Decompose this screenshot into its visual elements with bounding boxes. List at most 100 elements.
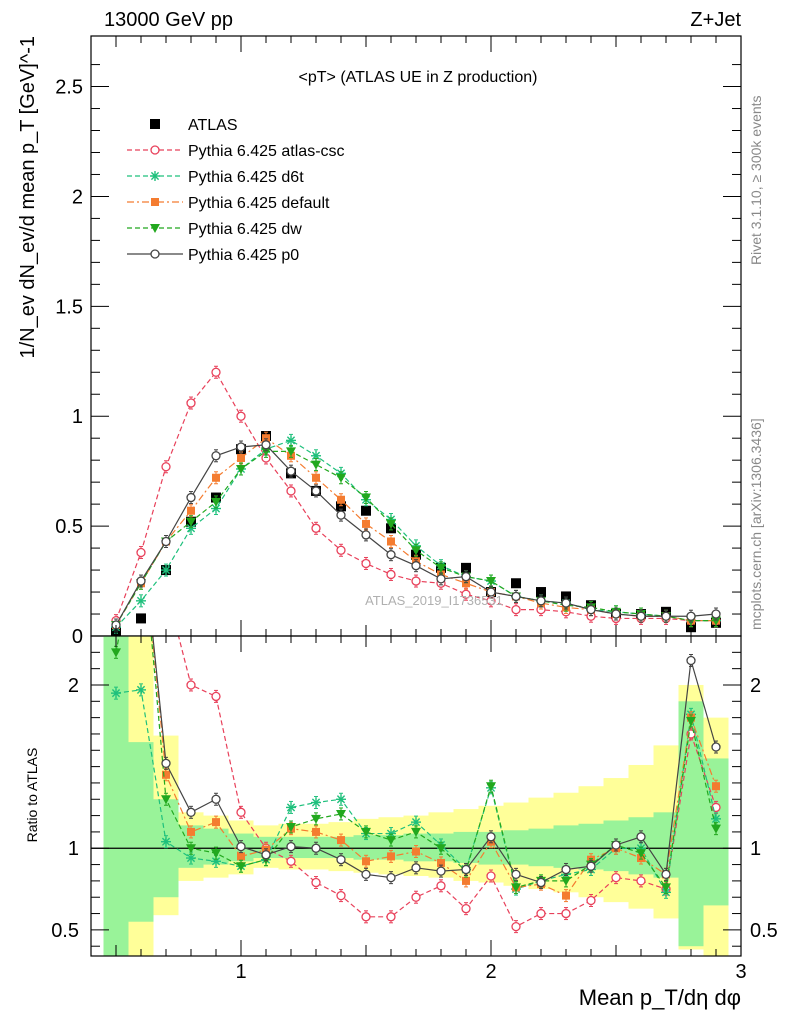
- y-tick-label: 1: [72, 406, 83, 428]
- data-point: [311, 523, 321, 533]
- data-point: [186, 807, 196, 817]
- error-bar: [139, 516, 143, 528]
- band-green: [503, 830, 529, 865]
- data-point: [186, 398, 196, 408]
- legend-marker: [150, 249, 160, 259]
- legend-label: Pythia 6.425 dw: [188, 221, 302, 238]
- data-point: [412, 847, 420, 856]
- band-green: [528, 828, 554, 867]
- data-point: [661, 869, 671, 880]
- legend-label: Pythia 6.425 d6t: [188, 169, 304, 186]
- data-point: [361, 869, 371, 880]
- data-point: [561, 876, 571, 886]
- data-point: [336, 510, 346, 520]
- data-point: [161, 565, 171, 576]
- data-point: [711, 616, 721, 626]
- data-point: [236, 862, 246, 872]
- data-point: [462, 579, 470, 588]
- legend-item: Pythia 6.425 dw: [127, 221, 302, 238]
- y-tick-label: 2.5: [55, 77, 83, 99]
- data-point: [536, 908, 546, 919]
- data-point: [186, 517, 196, 527]
- error-bar: [139, 516, 143, 528]
- y-tick-label: 0.5: [55, 516, 83, 538]
- data-point: [111, 648, 121, 658]
- data-point: [112, 518, 120, 526]
- data-point: [362, 857, 370, 866]
- data-point: [237, 453, 245, 462]
- data-point: [386, 872, 396, 883]
- data-point: [387, 852, 395, 861]
- data-point: [561, 598, 571, 608]
- data-point: [311, 877, 321, 888]
- data-point: [486, 782, 496, 792]
- data-point: [336, 794, 346, 805]
- data-point: [286, 841, 296, 852]
- data-point: [311, 797, 321, 808]
- data-point: [536, 877, 546, 888]
- data-point: [312, 473, 320, 482]
- data-point: [686, 655, 696, 666]
- data-point: [311, 814, 321, 824]
- data-point: [461, 864, 471, 875]
- data-point: [561, 864, 571, 875]
- data-point: [486, 587, 496, 597]
- data-point: [312, 827, 320, 836]
- x-tick-label: 3: [735, 961, 746, 983]
- data-point: [211, 849, 221, 859]
- error-bar: [114, 516, 118, 528]
- legend-marker: [150, 224, 160, 233]
- data-point: [211, 367, 221, 377]
- data-point: [262, 434, 270, 443]
- data-point: [686, 716, 696, 726]
- data-point: [361, 530, 371, 540]
- data-point: [536, 587, 546, 598]
- data-point: [562, 891, 570, 900]
- data-point: [136, 518, 146, 527]
- data-point: [486, 577, 496, 587]
- data-point: [211, 691, 221, 702]
- data-point: [137, 518, 145, 526]
- data-point: [486, 871, 496, 881]
- data-point: [236, 807, 246, 817]
- data-point: [511, 604, 521, 615]
- data-point: [361, 493, 371, 503]
- x-tick-label: 2: [485, 961, 496, 983]
- data-point: [586, 604, 596, 615]
- data-point: [436, 866, 446, 876]
- data-point: [136, 684, 146, 695]
- data-point: [211, 451, 221, 461]
- data-point: [561, 591, 571, 602]
- data-point: [636, 849, 646, 859]
- mcplots-label: mcplots.cern.ch [arXiv:1306.3436]: [748, 418, 764, 630]
- data-point: [186, 680, 196, 690]
- legend-label: Pythia 6.425 p0: [188, 247, 299, 264]
- band-green: [328, 836, 354, 859]
- y-tick-label-right: 0.5: [750, 920, 778, 942]
- data-point: [137, 518, 145, 526]
- legend-marker: [150, 119, 160, 129]
- data-point: [286, 823, 296, 833]
- data-point: [411, 863, 421, 873]
- legend-item: ATLAS: [150, 117, 238, 134]
- y-tick-label: 2: [68, 675, 79, 697]
- y-tick-label: 2: [72, 186, 83, 208]
- y-tick-label: 1.5: [55, 296, 83, 318]
- error-bar: [139, 516, 143, 528]
- error-bar: [164, 581, 168, 593]
- data-point: [561, 908, 571, 919]
- data-point: [112, 518, 120, 526]
- y-tick-label: 0.5: [51, 920, 79, 942]
- data-point: [286, 486, 296, 496]
- data-point: [161, 795, 171, 805]
- data-point: [311, 460, 321, 470]
- data-point: [611, 609, 621, 619]
- data-point: [236, 442, 246, 452]
- data-point: [286, 856, 296, 866]
- legend-label: Pythia 6.425 default: [188, 195, 330, 212]
- data-point: [286, 802, 296, 813]
- data-point: [711, 609, 721, 619]
- data-point: [461, 562, 471, 573]
- data-point: [711, 824, 721, 834]
